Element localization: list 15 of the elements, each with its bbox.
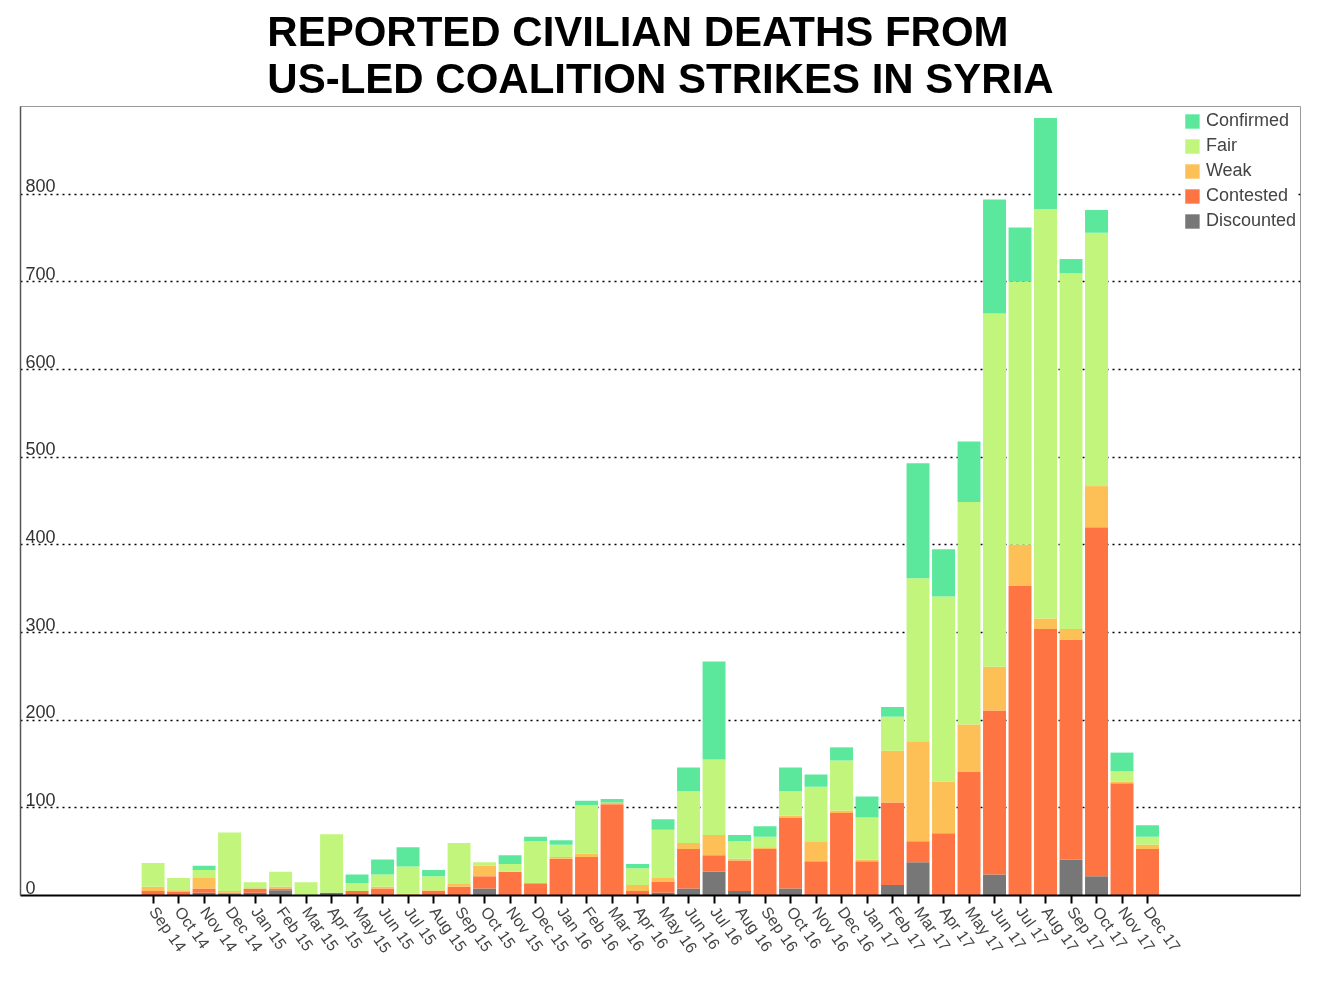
y-tick-label: 400 xyxy=(25,526,56,547)
legend-label: Contested xyxy=(1205,185,1288,206)
legend-label: Weak xyxy=(1205,160,1252,181)
chart-title: REPORTED CIVILIAN DEATHS FROM US-LED COALITION STRIKES IN SYRIA xyxy=(267,7,1054,102)
y-tick-label: 800 xyxy=(25,176,56,197)
legend-label: Fair xyxy=(1205,135,1237,156)
legend-label: Confirmed xyxy=(1205,110,1289,131)
y-tick-label: 0 xyxy=(25,877,36,898)
y-tick-label: 200 xyxy=(25,702,56,723)
y-tick-label: 600 xyxy=(25,351,56,372)
y-tick-label: 500 xyxy=(25,439,56,460)
y-tick-label: 300 xyxy=(25,614,56,635)
y-tick-label: 700 xyxy=(25,263,56,284)
y-tick-label: 100 xyxy=(25,789,56,810)
legend-label: Discounted xyxy=(1205,210,1296,231)
